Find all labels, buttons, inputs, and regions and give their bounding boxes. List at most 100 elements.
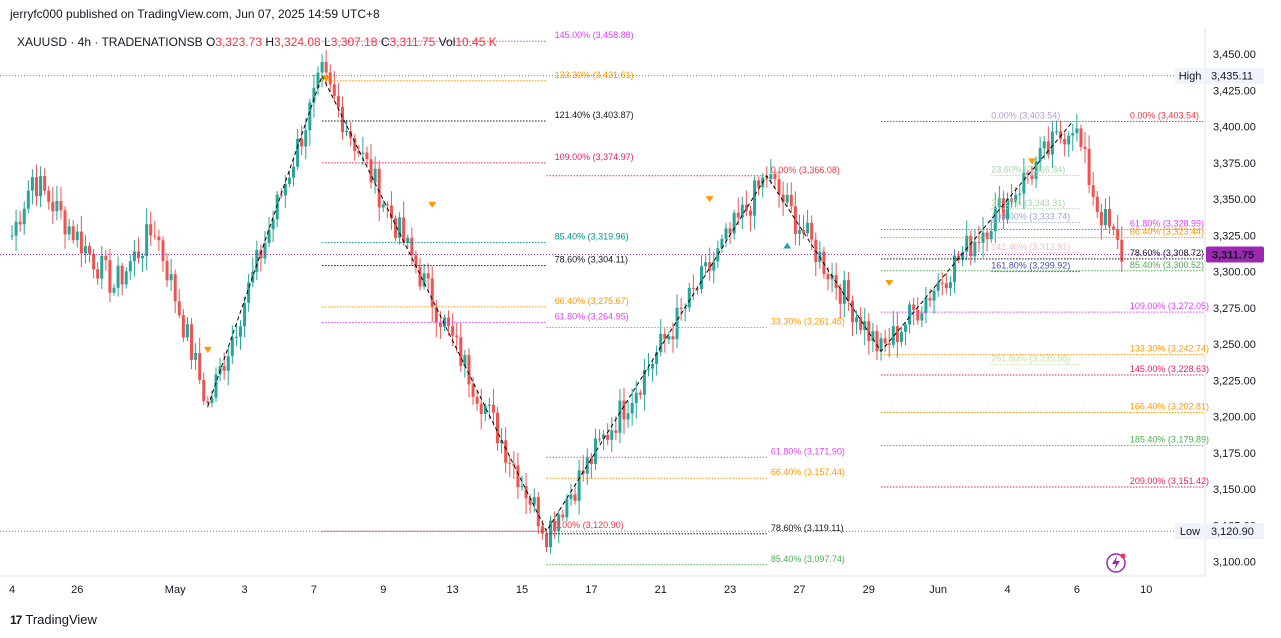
candle-body — [18, 221, 22, 225]
volume-value: 10.45 K — [455, 35, 497, 49]
candle-body — [332, 84, 336, 97]
fib-level-label: 78.60% (3,304.11) — [555, 255, 628, 265]
current-price-badge-bg — [1206, 246, 1264, 263]
candle-body — [859, 317, 863, 331]
candle-body — [96, 269, 100, 279]
candle-body — [83, 246, 87, 254]
candle-body — [932, 290, 936, 301]
price-tick-label: 3,350.00 — [1213, 194, 1256, 206]
candle-body — [989, 231, 993, 240]
close-label: C — [380, 35, 390, 49]
candle-body — [569, 494, 573, 499]
price-badge-value: 3,435.11 — [1211, 71, 1253, 83]
candle-body — [1079, 128, 1083, 147]
time-tick-label: 4 — [1004, 584, 1010, 596]
candle-body — [630, 402, 634, 414]
candle-body — [557, 514, 561, 532]
price-tick-label: 3,175.00 — [1213, 448, 1256, 460]
candle-body — [1071, 133, 1075, 136]
candle-body — [455, 335, 459, 338]
fib-level-label: 23.60% (3,366.34) — [991, 164, 1065, 174]
candle-body — [863, 321, 867, 331]
candle-body — [1034, 161, 1038, 179]
fib-level-label: 109.00% (3,272.05) — [1130, 301, 1209, 311]
time-tick-label: 9 — [380, 584, 386, 596]
candle-body — [646, 368, 650, 371]
candle-body — [614, 430, 618, 433]
candle-body — [210, 397, 214, 404]
fib-level-label: 121.40% (3,403.87) — [555, 110, 634, 120]
candle-body — [528, 498, 532, 505]
candle-body — [255, 250, 259, 272]
candle-body — [850, 300, 854, 323]
candle-body — [700, 266, 704, 289]
candle-body — [704, 262, 708, 267]
candle-body — [969, 235, 973, 257]
candle-body — [830, 275, 834, 280]
candle-body — [1103, 208, 1107, 226]
price-tick-label: 3,300.00 — [1213, 267, 1256, 279]
footer-brand[interactable]: 17 TradingView — [10, 612, 97, 627]
time-tick-label: 4 — [9, 584, 15, 596]
candle-body — [194, 352, 198, 360]
candle-body — [961, 251, 965, 260]
candle-body — [226, 356, 230, 371]
candle-body — [928, 297, 932, 301]
candle-body — [638, 392, 642, 395]
candle-body — [426, 273, 430, 279]
candle-body — [385, 204, 389, 206]
symbol-legend: XAUUSD · 4h · TRADENATIONSB O3,323.73 H3… — [17, 35, 497, 49]
candle-body — [757, 180, 761, 188]
candle-body — [691, 287, 695, 289]
fib-extension: 145.00% (3,458.88) 133.30% (3,431.61) 121.… — [322, 30, 634, 532]
time-tick-label: 17 — [585, 584, 597, 596]
candle-body — [389, 205, 393, 219]
candle-body — [740, 204, 744, 218]
price-axis: 3,450.00 3,425.00 3,400.00 3,375.00 3,350.00… — [1213, 49, 1256, 568]
tradingview-logo-icon: 17 — [10, 612, 22, 627]
candle-body — [124, 271, 128, 285]
price-badge-bg — [1206, 523, 1264, 540]
price-tick-label: 3,100.00 — [1213, 557, 1256, 569]
candle-body — [797, 230, 801, 234]
candle-body — [300, 138, 304, 147]
candle-body — [414, 255, 418, 268]
time-tick-label: 29 — [863, 584, 875, 596]
fib-level-label: 109.00% (3,333.74) — [991, 212, 1070, 222]
candle-body — [977, 241, 981, 243]
candle-body — [728, 228, 732, 234]
candle-body — [912, 304, 916, 310]
time-tick-label: Jun — [929, 584, 947, 596]
candle-body — [67, 226, 71, 235]
candle-body — [675, 307, 679, 340]
candle-body — [655, 352, 659, 364]
candle-body — [1038, 148, 1042, 162]
price-chart[interactable]: 3,450.00 3,425.00 3,400.00 3,375.00 3,350.00… — [0, 28, 1281, 603]
time-tick-label: 10 — [1140, 584, 1152, 596]
candle-body — [92, 253, 96, 270]
candle-body — [406, 237, 410, 243]
fib-extension: 0.00% (3,403.54) 23.60% (3,366.34) 38.20% … — [991, 110, 1081, 365]
price-tick-label: 3,150.00 — [1213, 484, 1256, 496]
candle-body — [47, 190, 51, 202]
fib-level-label: 66.40% (3,157.44) — [771, 467, 845, 477]
candle-body — [39, 176, 43, 197]
price-tick-label: 3,275.00 — [1213, 303, 1256, 315]
candle-body — [687, 287, 691, 308]
fib-level-label: 85.40% (3,300.52) — [1130, 260, 1204, 270]
candle-body — [793, 206, 797, 234]
candle-body — [328, 72, 332, 85]
candle-body — [283, 183, 287, 196]
candle-body — [1026, 172, 1030, 176]
candle-body — [14, 221, 18, 236]
candle-body — [736, 212, 740, 218]
fib-level-label: 261.80% (3,235.98) — [991, 353, 1070, 363]
candle-body — [504, 440, 508, 463]
candle-body — [846, 280, 850, 301]
candle-body — [459, 337, 463, 366]
symbol-label[interactable]: XAUUSD · 4h · TRADENATIONSB — [17, 35, 203, 49]
candle-body — [561, 514, 565, 518]
candle-body — [394, 218, 398, 238]
candle-body — [267, 229, 271, 244]
candle-body — [430, 278, 434, 307]
